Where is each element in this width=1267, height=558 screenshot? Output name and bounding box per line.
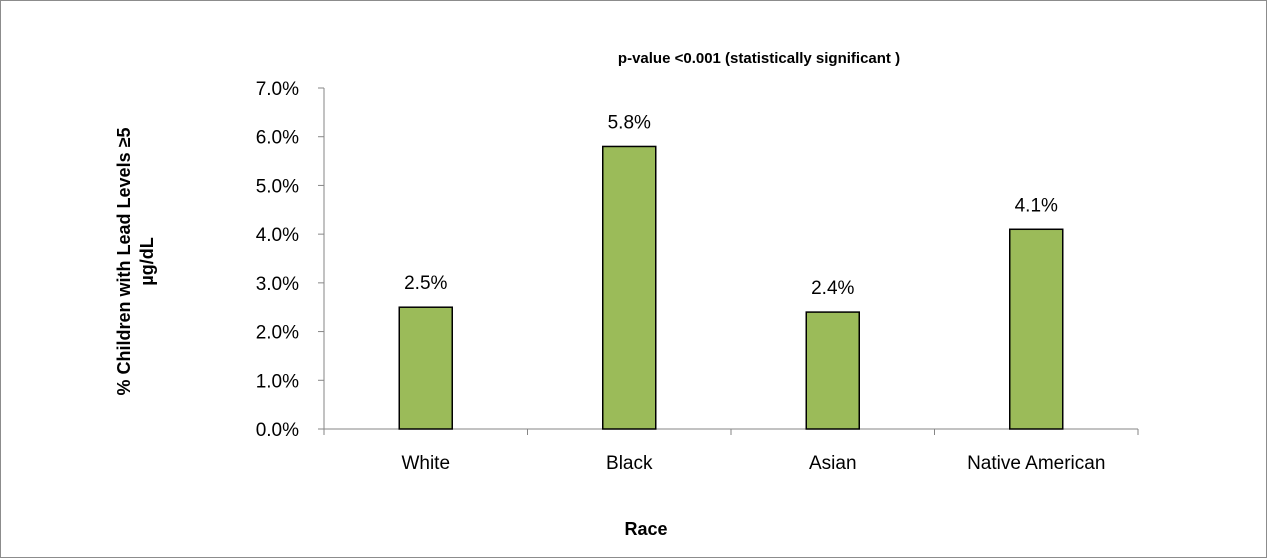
bar bbox=[398, 306, 453, 430]
bar bbox=[805, 311, 860, 430]
y-axis-title-line-1: % Children with Lead Levels ≥5 bbox=[114, 128, 134, 396]
x-tick-label: Black bbox=[606, 453, 653, 474]
y-tick-label: 6.0% bbox=[256, 128, 299, 149]
data-label: 2.5% bbox=[404, 273, 447, 294]
x-tick-label: Native American bbox=[967, 453, 1105, 474]
y-axis-title: % Children with Lead Levels ≥5 µg/dL bbox=[114, 128, 157, 396]
y-tick-label: 5.0% bbox=[256, 176, 299, 197]
y-tick-label: 7.0% bbox=[256, 79, 299, 100]
data-label: 2.4% bbox=[811, 278, 854, 299]
y-tick-label: 2.0% bbox=[256, 323, 299, 344]
y-tick-label: 4.0% bbox=[256, 225, 299, 246]
y-tick-label: 3.0% bbox=[256, 274, 299, 295]
x-axis-title: Race bbox=[624, 519, 667, 539]
x-tick-label: White bbox=[401, 453, 450, 474]
x-tick-label: Asian bbox=[809, 453, 857, 474]
data-label: 4.1% bbox=[1015, 195, 1058, 216]
chart-title: p-value <0.001 (statistically significan… bbox=[618, 50, 900, 67]
data-labels: 2.5% 5.8% 2.4% 4.1% bbox=[404, 112, 1058, 299]
data-label: 5.8% bbox=[608, 112, 651, 133]
bar bbox=[602, 145, 657, 430]
y-tick-label: 0.0% bbox=[256, 420, 299, 441]
y-tick-label: 1.0% bbox=[256, 371, 299, 392]
y-axis-title-line-2: µg/dL bbox=[137, 237, 157, 285]
x-axis: White Black Asian Native American bbox=[323, 428, 1139, 474]
y-axis: 0.0% 1.0% 2.0% 3.0% 4.0% 5.0% 6.0% 7.0% bbox=[256, 79, 325, 441]
bars bbox=[398, 145, 1064, 430]
bar bbox=[1009, 228, 1064, 430]
